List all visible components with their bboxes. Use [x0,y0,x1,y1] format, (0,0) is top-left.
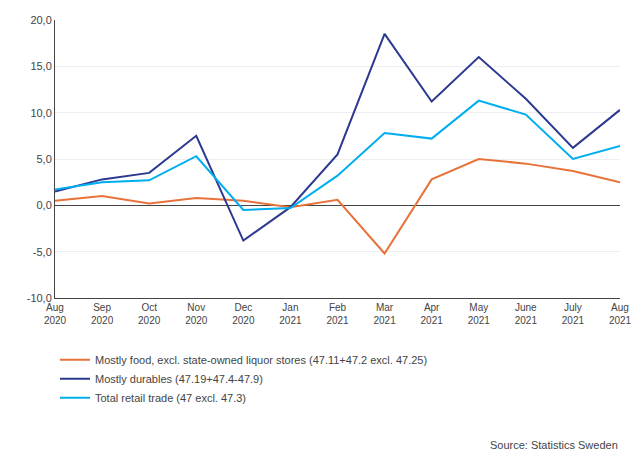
svg-text:20,0: 20,0 [30,14,51,26]
svg-text:July2021: July2021 [562,302,585,326]
svg-text:June2021: June2021 [515,302,538,326]
svg-text:Apr2021: Apr2021 [421,302,444,326]
svg-text:-10,0: -10,0 [27,292,52,304]
svg-text:Aug2020: Aug2020 [44,302,67,326]
svg-text:Total retail trade (47 excl. 4: Total retail trade (47 excl. 47.3) [95,392,246,404]
svg-text:Mostly food, excl. state-owned: Mostly food, excl. state-owned liquor st… [95,354,427,366]
svg-text:May2021: May2021 [468,302,491,326]
svg-text:Source: Statistics Sweden: Source: Statistics Sweden [490,439,618,451]
svg-text:Nov2020: Nov2020 [185,302,208,326]
svg-text:Oct2020: Oct2020 [138,302,161,326]
svg-text:Sep2020: Sep2020 [91,302,114,326]
svg-text:5,0: 5,0 [37,153,52,165]
svg-text:15,0: 15,0 [30,60,51,72]
svg-text:Mostly durables (47.19+47.4-47: Mostly durables (47.19+47.4-47.9) [95,373,263,385]
svg-text:Aug2021: Aug2021 [609,302,632,326]
svg-text:Mar2021: Mar2021 [373,302,396,326]
svg-text:Feb2021: Feb2021 [326,302,349,326]
svg-text:10,0: 10,0 [30,107,51,119]
svg-text:Dec2020: Dec2020 [232,302,255,326]
svg-text:-5,0: -5,0 [33,246,52,258]
svg-text:Jan2021: Jan2021 [279,302,302,326]
svg-text:0,0: 0,0 [37,199,52,211]
